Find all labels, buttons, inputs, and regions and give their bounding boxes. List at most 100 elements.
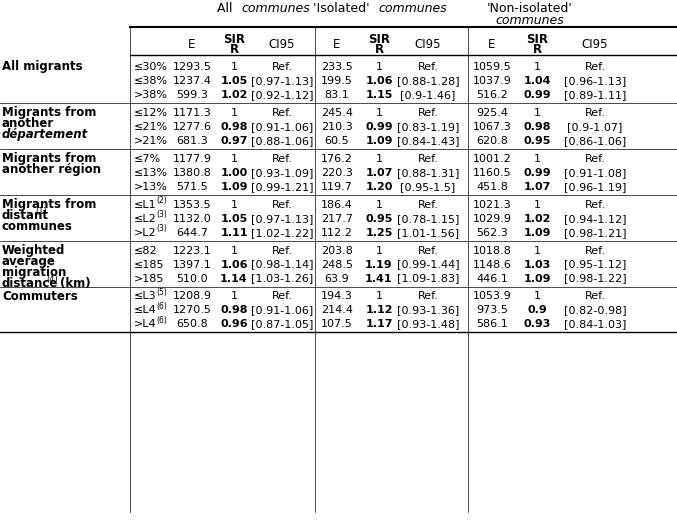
Text: 1.04: 1.04 [523, 76, 551, 86]
Text: Ref.: Ref. [418, 291, 439, 302]
Text: [0.95-1.5]: [0.95-1.5] [400, 182, 456, 192]
Text: 1: 1 [230, 62, 238, 72]
Text: migration: migration [2, 266, 66, 279]
Text: [0.83-1.19]: [0.83-1.19] [397, 122, 459, 132]
Text: 1.09: 1.09 [523, 274, 551, 283]
Text: 1.25: 1.25 [366, 228, 393, 238]
Text: [0.88-1.06]: [0.88-1.06] [250, 136, 313, 146]
Text: Ref.: Ref. [584, 200, 605, 210]
Text: E: E [488, 38, 496, 51]
Text: 1.07: 1.07 [366, 168, 393, 178]
Text: [0.94-1.12]: [0.94-1.12] [564, 213, 626, 223]
Text: 1160.5: 1160.5 [473, 168, 511, 178]
Text: 1: 1 [533, 154, 540, 164]
Text: SIR: SIR [368, 32, 390, 45]
Text: 571.5: 571.5 [176, 182, 208, 192]
Text: 1.00: 1.00 [221, 168, 248, 178]
Text: (1): (1) [35, 207, 47, 216]
Text: >21%: >21% [134, 136, 168, 146]
Text: 1.17: 1.17 [366, 319, 393, 329]
Text: [0.98-1.22]: [0.98-1.22] [564, 274, 626, 283]
Text: ≤L2: ≤L2 [134, 213, 157, 223]
Text: Ref.: Ref. [271, 291, 292, 302]
Text: 1: 1 [376, 62, 383, 72]
Text: 0.93: 0.93 [523, 319, 550, 329]
Text: [0.88-1.28]: [0.88-1.28] [397, 76, 459, 86]
Text: 199.5: 199.5 [321, 76, 353, 86]
Text: 203.8: 203.8 [321, 245, 353, 256]
Text: 107.5: 107.5 [321, 319, 353, 329]
Text: 1: 1 [376, 154, 383, 164]
Text: Ref.: Ref. [271, 62, 292, 72]
Text: SIR: SIR [526, 32, 548, 45]
Text: 1.06: 1.06 [220, 259, 248, 269]
Text: [0.78-1.15]: [0.78-1.15] [397, 213, 459, 223]
Text: 1132.0: 1132.0 [173, 213, 211, 223]
Text: 'Non-isolated': 'Non-isolated' [487, 2, 573, 15]
Text: 1067.3: 1067.3 [473, 122, 511, 132]
Text: 1: 1 [376, 245, 383, 256]
Text: ≤38%: ≤38% [134, 76, 168, 86]
Text: 60.5: 60.5 [325, 136, 349, 146]
Text: 176.2: 176.2 [321, 154, 353, 164]
Text: (3): (3) [156, 210, 167, 219]
Text: distant: distant [2, 209, 49, 222]
Text: 220.3: 220.3 [321, 168, 353, 178]
Text: 1.05: 1.05 [221, 76, 248, 86]
Text: 1.11: 1.11 [220, 228, 248, 238]
Text: 620.8: 620.8 [476, 136, 508, 146]
Text: 973.5: 973.5 [476, 305, 508, 315]
Text: Commuters: Commuters [2, 290, 78, 303]
Text: [0.88-1.31]: [0.88-1.31] [397, 168, 459, 178]
Text: >L2: >L2 [134, 228, 156, 238]
Text: 1001.2: 1001.2 [473, 154, 511, 164]
Text: 650.8: 650.8 [176, 319, 208, 329]
Text: 1: 1 [533, 62, 540, 72]
Text: [0.9-1.07]: [0.9-1.07] [567, 122, 623, 132]
Text: 'Isolated': 'Isolated' [313, 2, 374, 15]
Text: [0.93-1.09]: [0.93-1.09] [250, 168, 313, 178]
Text: 644.7: 644.7 [176, 228, 208, 238]
Text: 1.03: 1.03 [523, 259, 550, 269]
Text: Ref.: Ref. [271, 154, 292, 164]
Text: [0.82-0.98]: [0.82-0.98] [564, 305, 626, 315]
Text: ≤12%: ≤12% [134, 108, 168, 118]
Text: 1.12: 1.12 [366, 305, 393, 315]
Text: ≤82: ≤82 [134, 245, 158, 256]
Text: 83.1: 83.1 [325, 90, 349, 100]
Text: (4): (4) [46, 275, 58, 284]
Text: 1053.9: 1053.9 [473, 291, 511, 302]
Text: 63.9: 63.9 [325, 274, 349, 283]
Text: 1059.5: 1059.5 [473, 62, 511, 72]
Text: 1293.5: 1293.5 [173, 62, 211, 72]
Text: 0.96: 0.96 [220, 319, 248, 329]
Text: communes: communes [378, 2, 447, 15]
Text: Ref.: Ref. [271, 108, 292, 118]
Text: 1: 1 [376, 108, 383, 118]
Text: Ref.: Ref. [584, 62, 605, 72]
Text: 1.09: 1.09 [220, 182, 248, 192]
Text: Ref.: Ref. [418, 154, 439, 164]
Text: R: R [532, 42, 542, 55]
Text: (2): (2) [156, 196, 167, 205]
Text: 1208.9: 1208.9 [173, 291, 211, 302]
Text: 0.95: 0.95 [366, 213, 393, 223]
Text: Migrants from: Migrants from [2, 106, 96, 120]
Text: 1: 1 [230, 154, 238, 164]
Text: R: R [374, 42, 384, 55]
Text: CI95: CI95 [269, 38, 295, 51]
Text: 1.02: 1.02 [220, 90, 248, 100]
Text: 1: 1 [230, 245, 238, 256]
Text: [0.99-1.44]: [0.99-1.44] [397, 259, 459, 269]
Text: another: another [2, 117, 54, 130]
Text: E: E [188, 38, 196, 51]
Text: [0.92-1.12]: [0.92-1.12] [250, 90, 313, 100]
Text: 1029.9: 1029.9 [473, 213, 512, 223]
Text: 1: 1 [376, 200, 383, 210]
Text: [0.87-1.05]: [0.87-1.05] [250, 319, 313, 329]
Text: Ref.: Ref. [418, 200, 439, 210]
Text: ≤L1: ≤L1 [134, 200, 156, 210]
Text: 1.14: 1.14 [220, 274, 248, 283]
Text: 186.4: 186.4 [321, 200, 353, 210]
Text: 248.5: 248.5 [321, 259, 353, 269]
